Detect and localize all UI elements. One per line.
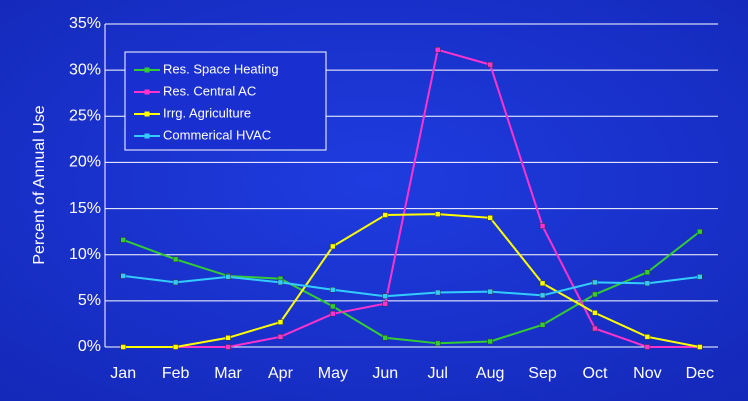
point [330,287,336,293]
y-tick-label: 5% [78,292,101,309]
point [697,344,703,350]
y-axis-label: Percent of Annual Use [31,105,48,264]
x-tick-label: Dec [686,365,714,382]
point [539,223,546,229]
x-tick-label: Sep [528,365,557,382]
point [382,300,389,307]
y-tick-label: 20% [69,154,101,171]
x-tick-label: Apr [268,365,294,382]
point [592,310,598,316]
y-tick-label: 25% [69,108,101,125]
point [539,280,546,287]
x-tick-label: Mar [214,365,242,382]
legend-marker [144,133,150,139]
point [120,273,126,279]
point [225,344,231,350]
series-line [123,274,700,298]
point [382,212,389,218]
point [277,334,284,340]
point [434,47,441,53]
series-line [123,213,700,348]
y-tick-label: 30% [69,61,101,78]
point [487,61,493,68]
series-line [122,230,701,345]
point [120,237,126,243]
point [697,228,703,235]
legend: Res. Space Heating Res. Central AC Irrg. A… [124,51,327,151]
point [644,344,651,350]
legend-label: Irrg. Agriculture [163,105,251,120]
series-line [123,48,700,348]
point [592,291,598,298]
point [172,344,179,350]
x-tick-label: Feb [162,365,190,382]
point [697,274,703,280]
point [225,274,231,280]
point [172,279,179,286]
legend-marker [144,67,150,73]
point [434,211,441,217]
y-tick-label: 0% [78,338,101,355]
point [434,340,441,347]
legend-label: Res. Central AC [163,83,256,98]
x-tick-label: Oct [583,365,608,382]
point [539,292,546,299]
point [330,303,336,310]
point [592,325,598,332]
y-tick-label: 10% [69,246,101,263]
point [644,269,651,275]
point [277,319,284,325]
legend-marker [144,89,150,95]
x-tick-label: May [318,365,348,382]
x-tick-label: Jul [427,365,447,382]
legend-marker [144,111,150,117]
point [644,280,651,287]
point [330,311,336,317]
legend-label: Res. Space Heating [163,61,279,76]
point [277,279,284,286]
x-tick-label: Nov [633,365,661,382]
point [592,279,598,286]
x-tick-label: Jan [110,365,136,382]
x-tick-label: Aug [476,365,504,382]
point [487,215,493,221]
point [644,334,651,340]
y-tick-label: 35% [69,15,101,32]
point [330,243,336,250]
point [434,289,441,296]
legend-box [124,51,327,151]
point [539,322,546,328]
point [172,256,179,263]
point [487,288,493,295]
point [487,338,493,345]
point [382,293,389,299]
point [120,344,126,350]
x-tick-label: Jun [372,365,398,382]
y-tick-label: 15% [69,200,101,217]
point [225,335,231,341]
point [382,335,389,341]
legend-label: Commerical HVAC [163,127,271,142]
